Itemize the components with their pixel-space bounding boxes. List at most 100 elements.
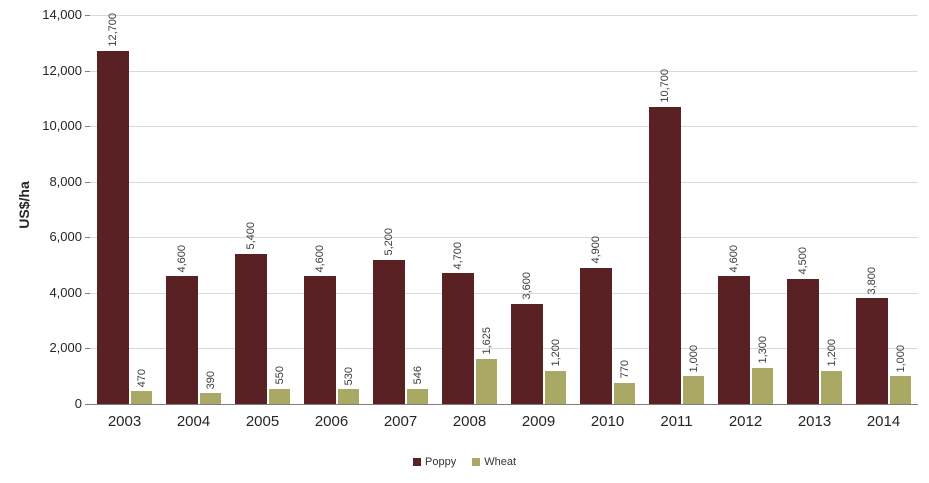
poppy-bar-wrap: 4,500: [787, 247, 819, 404]
bar-value-label: 4,900: [590, 236, 602, 264]
wheat-bar: [200, 393, 221, 404]
poppy-bar: [166, 276, 198, 404]
wheat-bar-wrap: 1,625: [476, 327, 497, 404]
poppy-bar-wrap: 4,600: [718, 245, 750, 404]
y-tick-mark: [85, 126, 90, 128]
y-tick-mark: [85, 292, 90, 294]
poppy-bar: [787, 278, 819, 404]
bar-group: 4,600 1,300 2012: [711, 15, 780, 430]
gridline: [90, 348, 918, 350]
gridline: [90, 181, 918, 183]
y-tick-label: 8,000: [49, 173, 82, 189]
bar-value-label: 4,700: [452, 241, 464, 270]
poppy-bar: [235, 253, 267, 404]
bar-group: 5,400 550 2005: [228, 15, 297, 430]
y-tick-label: 14,000: [42, 7, 82, 22]
y-tick-label: 6,000: [49, 229, 82, 245]
bar-value-label: 1,300: [756, 336, 769, 364]
poppy-bar: [718, 276, 750, 404]
y-tick-label: 12,000: [42, 62, 82, 78]
bar-value-label: 3,600: [521, 272, 533, 300]
bar-value-label: 550: [273, 366, 286, 385]
bar-group: 4,600 530 2006: [297, 15, 366, 430]
bar-value-label: 1,200: [549, 339, 562, 367]
bar-value-label: 5,200: [383, 227, 395, 256]
wheat-bar: [476, 358, 497, 404]
wheat-bar-wrap: 1,200: [545, 339, 566, 404]
wheat-bar: [821, 370, 842, 404]
bar-group: 12,700 470 2003: [90, 13, 159, 430]
wheat-bar: [614, 382, 635, 404]
gridline: [90, 15, 918, 16]
poppy-bar-wrap: 4,700: [442, 242, 474, 404]
y-tick-label: 4,000: [49, 284, 82, 300]
bar-value-label: 546: [411, 366, 424, 385]
y-tick-mark: [85, 237, 90, 239]
poppy-bar: [304, 276, 336, 404]
legend-item-wheat: Wheat: [472, 456, 516, 468]
poppy-swatch: [413, 458, 421, 466]
bar-value-label: 4,600: [176, 244, 188, 273]
wheat-bar-wrap: 550: [269, 366, 290, 404]
y-tick-mark: [85, 348, 90, 350]
bar-value-label: 3,800: [866, 266, 878, 295]
y-tick-mark: [85, 15, 90, 16]
bar-value-label: 4,500: [797, 247, 809, 275]
x-tick-label: 2010: [590, 413, 625, 430]
poppy-bar: [442, 273, 474, 404]
legend: Poppy Wheat: [0, 456, 929, 468]
poppy-bar: [97, 51, 129, 404]
poppy-bar-wrap: 5,200: [373, 228, 405, 404]
gridline: [90, 237, 918, 239]
y-tick-label: 2,000: [49, 340, 82, 356]
bar-value-label: 4,600: [314, 244, 326, 273]
x-tick-label: 2009: [521, 413, 556, 430]
bar-value-label: 470: [135, 368, 148, 387]
plot-area: 12,700 470 2003 4,600 390 2004 5,400 550 2005 4,6…: [85, 13, 918, 430]
y-axis-labels: 0 2,000 4,000 6,000 8,000 10,000 12,000 14,000: [30, 7, 82, 411]
y-tick-mark: [85, 181, 90, 183]
wheat-bar-wrap: 530: [338, 367, 359, 404]
x-tick-label: 2008: [452, 413, 487, 430]
bar-group: 5,200 546 2007: [366, 15, 435, 430]
wheat-bar-wrap: 470: [131, 369, 152, 404]
poppy-bar-wrap: 5,400: [235, 222, 267, 404]
x-tick-label: 2006: [314, 413, 349, 430]
gridline: [90, 126, 918, 128]
bar-group: 4,700 1,625 2008: [435, 15, 504, 430]
wheat-bar-wrap: 390: [200, 371, 221, 404]
bar-groups: 12,700 470 2003 4,600 390 2004 5,400 550 2005 4,6…: [90, 13, 918, 430]
x-tick-label: 2014: [866, 413, 901, 430]
gridline: [90, 292, 918, 294]
bar-value-label: 1,625: [480, 327, 493, 355]
poppy-bar-wrap: 4,900: [580, 236, 612, 404]
x-tick-label: 2005: [245, 413, 280, 430]
wheat-bar: [752, 367, 773, 404]
x-tick-label: 2012: [728, 413, 763, 430]
poppy-bar: [373, 259, 405, 404]
poppy-bar: [856, 298, 888, 404]
gridline: [90, 70, 918, 72]
poppy-bar-wrap: 4,600: [304, 245, 336, 404]
y-tick-mark: [85, 70, 90, 72]
bar-value-label: 390: [204, 370, 217, 390]
bar-group: 4,900 770 2010: [573, 15, 642, 430]
poppy-bar-wrap: 4,600: [166, 245, 198, 404]
wheat-bar-wrap: 1,200: [821, 339, 842, 404]
wheat-swatch: [472, 458, 481, 466]
poppy-bar: [511, 303, 543, 404]
bar-group: 10,700 1,000 2011: [642, 15, 711, 430]
wheat-bar: [890, 376, 911, 404]
bar-value-label: 10,700: [659, 69, 671, 103]
x-tick-label: 2013: [797, 413, 832, 430]
bar-value-label: 1,000: [687, 344, 700, 373]
bar-value-label: 1,200: [825, 339, 838, 367]
bar-value-label: 1,000: [894, 344, 907, 373]
bar-value-label: 12,700: [107, 13, 119, 48]
wheat-bar: [338, 389, 359, 404]
x-tick-label: 2004: [176, 413, 211, 430]
wheat-bar-wrap: 546: [407, 366, 428, 404]
bar-group: 4,600 390 2004: [159, 15, 228, 430]
wheat-bar: [545, 370, 566, 404]
y-tick-label: 0: [74, 396, 82, 411]
